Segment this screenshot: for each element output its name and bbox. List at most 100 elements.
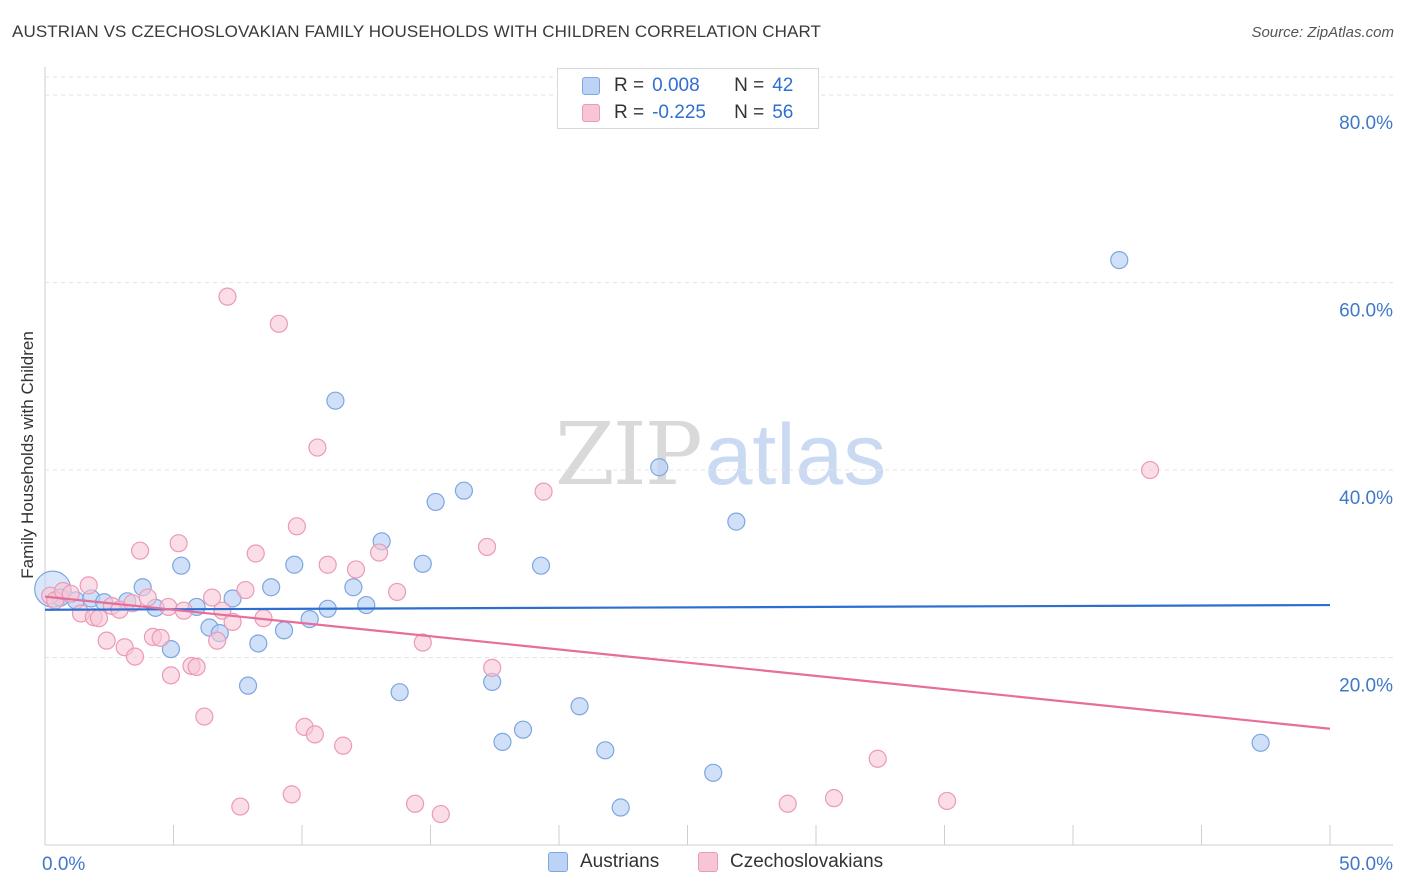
czechoslovakians-point	[130, 541, 150, 560]
austrians-trend-line	[44, 603, 1331, 611]
czechoslovakians-point	[778, 794, 797, 813]
czechoslovakians-point	[387, 582, 407, 602]
austrians-point	[344, 578, 363, 597]
czechoslovakians-point	[937, 791, 957, 811]
czechoslovakians-point	[195, 707, 214, 726]
czechoslovakians-point	[246, 544, 265, 563]
austrians-point	[161, 639, 181, 659]
czechoslovakians-point	[477, 537, 497, 557]
bottom-legend-austrians: Austrians	[548, 851, 659, 873]
czechoslovakians-point	[138, 588, 157, 607]
austrians-point	[513, 720, 533, 739]
source-label: Source: ZipAtlas.com	[1251, 24, 1394, 41]
czechoslovakians-point	[346, 560, 366, 579]
grid-lines	[45, 76, 1393, 659]
watermark-atlas: atlas	[704, 407, 887, 503]
czechoslovakians-point	[824, 789, 844, 808]
austrians-point	[326, 391, 345, 410]
stats-legend: R = 0.008 N = 42 R = -0.225 N = 56	[557, 68, 819, 129]
czechoslovakians-point	[161, 666, 181, 685]
czechoslovakians-point	[125, 647, 145, 666]
czechoslovakians-point	[287, 517, 306, 536]
tick-labels: 20.0% 40.0% 60.0% 80.0% 0.0% 50.0%	[42, 113, 1393, 875]
legend-r-label: R =	[614, 75, 645, 96]
austrians-point	[704, 763, 723, 782]
austrians-point	[238, 676, 258, 695]
czechoslovakians-point	[202, 588, 222, 607]
y-tick-label: 60.0%	[1339, 301, 1393, 322]
austrians-point	[570, 697, 589, 716]
czechoslovakians-legend-label: Czechoslovakians	[730, 851, 884, 872]
austrians-point	[274, 621, 294, 640]
czechoslovakians-legend-swatch	[698, 852, 718, 872]
czechoslovakians-points	[41, 287, 1160, 824]
trend-lines	[44, 595, 1331, 730]
czechoslovakians-point	[151, 628, 170, 647]
watermark-zip: ZIP	[555, 405, 703, 505]
czechoslovakians-point	[305, 725, 324, 744]
x-tick-label: 0.0%	[42, 854, 85, 875]
czechoslovakians-point	[308, 438, 327, 457]
austrians-point	[454, 481, 474, 500]
austrians-point	[727, 512, 746, 531]
austrians-point	[426, 492, 445, 512]
bottom-legend-czechoslovakians: Czechoslovakians	[698, 851, 883, 873]
czechoslovakians-point	[159, 597, 178, 617]
legend-n-value: 42	[772, 75, 794, 96]
czechoslovakians-point	[1140, 460, 1160, 480]
legend-n-label: N =	[734, 75, 765, 96]
czechoslovakians-point	[405, 794, 425, 813]
legend-r-value: -0.225	[652, 102, 706, 123]
austrians-legend-label: Austrians	[580, 851, 660, 872]
austrians-point	[357, 595, 376, 615]
czechoslovakians-point	[868, 749, 887, 768]
legend-r-label: R =	[614, 102, 645, 123]
austrians-point	[493, 732, 512, 751]
czechoslovakians-point	[169, 534, 188, 553]
legend-n-value: 56	[772, 102, 794, 123]
czechoslovakians-point	[218, 287, 237, 306]
czechoslovakians-point	[223, 612, 242, 632]
czechoslovakians-point	[370, 543, 389, 562]
austrians-point	[611, 798, 630, 817]
legend-row-austrians: R = 0.008 N = 42	[582, 74, 793, 98]
austrians-point	[1110, 250, 1129, 270]
austrians-point	[285, 555, 304, 574]
czechoslovakians-point	[231, 797, 250, 816]
czechoslovakians-point	[413, 633, 432, 652]
austrians-legend-swatch	[548, 852, 568, 872]
austrians-point	[413, 554, 432, 573]
austrians-swatch	[582, 77, 600, 95]
austrians-point	[596, 741, 615, 760]
czechoslovakians-trend-line	[44, 595, 1331, 730]
legend-row-czechoslovakians: R = -0.225 N = 56	[582, 101, 793, 125]
czechoslovakians-point	[431, 804, 450, 824]
zipatlas-watermark: ZIPatlas	[555, 405, 886, 505]
austrians-points	[34, 250, 1270, 817]
czechoslovakians-point	[282, 785, 301, 804]
austrians-point	[172, 556, 191, 575]
austrians-point	[390, 683, 409, 702]
czechoslovakians-point	[318, 555, 337, 574]
austrians-point	[249, 634, 268, 653]
czechoslovakians-point	[208, 631, 227, 650]
czechoslovakians-point	[334, 736, 353, 755]
austrians-point	[1251, 733, 1270, 752]
y-tick-label: 20.0%	[1339, 676, 1393, 697]
austrians-point	[531, 556, 551, 575]
x-tick-label: 50.0%	[1339, 854, 1393, 875]
czechoslovakians-point	[187, 657, 206, 677]
czechoslovakians-point	[483, 658, 502, 677]
czechoslovakians-point	[97, 631, 116, 650]
czechoslovakians-point	[236, 580, 255, 600]
axes	[44, 67, 1393, 846]
czechoslovakians-point	[534, 482, 553, 501]
legend-r-value: 0.008	[652, 75, 700, 96]
chart-title: AUSTRIAN VS CZECHOSLOVAKIAN FAMILY HOUSE…	[12, 22, 822, 41]
austrians-point	[650, 458, 669, 477]
y-tick-label: 80.0%	[1339, 113, 1393, 134]
austrians-point	[223, 589, 242, 608]
czechoslovakians-point	[79, 576, 98, 595]
czechoslovakians-swatch	[582, 104, 600, 122]
